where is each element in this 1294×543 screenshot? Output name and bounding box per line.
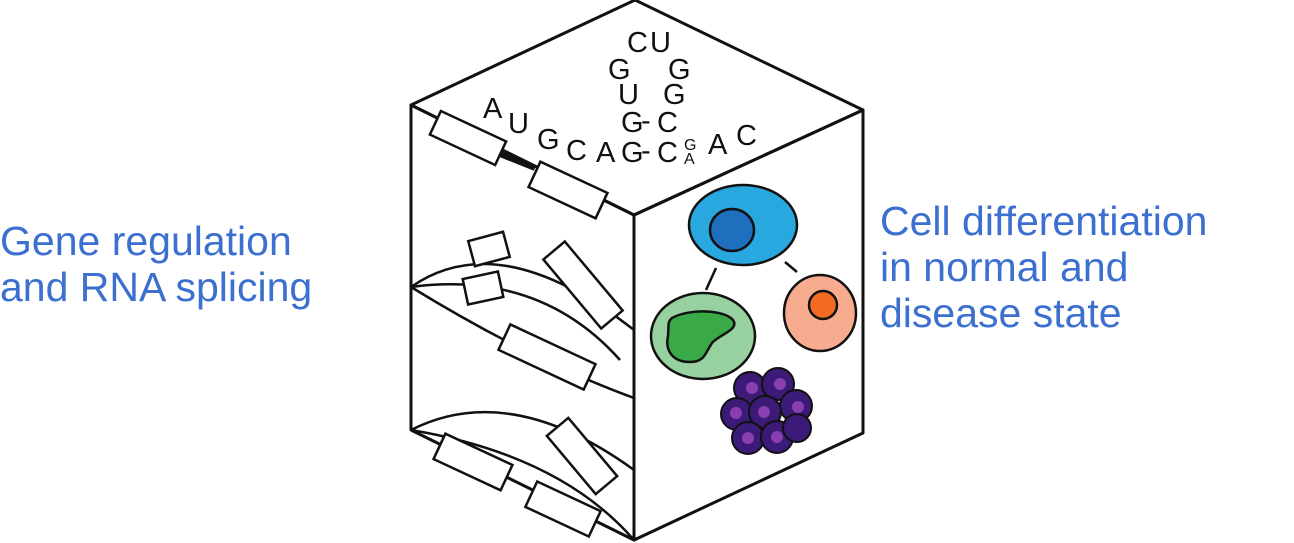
gene-regulation-line-1: Gene regulation [0, 218, 292, 264]
splice-arc [410, 410, 635, 472]
lineage-line [784, 261, 798, 273]
cell-differentiation-line-3: disease state [880, 290, 1122, 336]
lineage-line [704, 267, 718, 291]
cluster-nucleus [746, 382, 758, 394]
exon-box [545, 416, 619, 496]
cell-differentiation-label: Cell differentiation in normal and disea… [880, 198, 1207, 336]
cluster-nucleus [792, 401, 804, 413]
rna-bulge-a: A [684, 151, 695, 168]
rna-stem-left-2: U [618, 79, 639, 111]
rna-tail-a: A [483, 93, 503, 125]
rna-stem-right-4: C [657, 137, 678, 169]
intron-line [493, 149, 537, 171]
granulocyte-nucleus [666, 310, 736, 364]
rna-stem-right-3: C [657, 107, 678, 139]
rna-stem-right-2: G [663, 79, 686, 111]
stem-cell-nucleus [708, 207, 756, 253]
myeloid-cell-nucleus [807, 289, 839, 321]
rna-stem-right-1: G [668, 54, 691, 86]
exon-box [526, 160, 610, 220]
cube-right-face [632, 108, 865, 542]
gene-regulation-line-2: and RNA splicing [0, 264, 313, 310]
cluster-nucleus [730, 407, 742, 419]
rna-tail-c2: C [736, 120, 757, 152]
rna-stem-left-3: G [621, 107, 644, 139]
rna-pair-dash-2: - [641, 135, 651, 167]
megakaryocyte-nuclei [730, 378, 804, 444]
splice-arc [410, 283, 621, 361]
rna-loop-c: C [627, 27, 648, 59]
rna-tail-c: C [566, 135, 587, 167]
cluster-nucleus [758, 406, 770, 418]
exon-box [466, 230, 512, 268]
top-face-exons [428, 109, 610, 220]
cluster-nucleus [774, 378, 786, 390]
rna-bulge-g: G [684, 137, 696, 154]
rna-pair-dash-1: - [641, 105, 651, 137]
rna-tail-a3: A [708, 129, 728, 161]
gene-regulation-label: Gene regulation and RNA splicing [0, 218, 312, 310]
cell-differentiation-line-2: in normal and [880, 244, 1129, 290]
exon-box [496, 322, 598, 392]
exon-box [428, 109, 508, 167]
exon-box [541, 239, 625, 331]
cluster-cell [782, 413, 812, 443]
rna-tail-g: G [537, 124, 560, 156]
left-face-exons [431, 230, 625, 539]
rna-stem-left-1: G [608, 54, 631, 86]
exon-box [461, 270, 505, 306]
right-face-cells [649, 183, 858, 455]
rna-tail-a2: A [596, 137, 616, 169]
cluster-nucleus [742, 432, 754, 444]
rna-hairpin: C U G G U G G - C G - C A U G C A G A A … [483, 27, 757, 169]
exon-box [431, 432, 515, 492]
rna-loop-u: U [650, 27, 671, 59]
cell-differentiation-line-1: Cell differentiation [880, 198, 1208, 244]
exon-box [523, 479, 603, 539]
rna-stem-left-4: G [621, 137, 644, 169]
cluster-nucleus [771, 431, 783, 443]
rna-tail-u: U [508, 108, 529, 140]
